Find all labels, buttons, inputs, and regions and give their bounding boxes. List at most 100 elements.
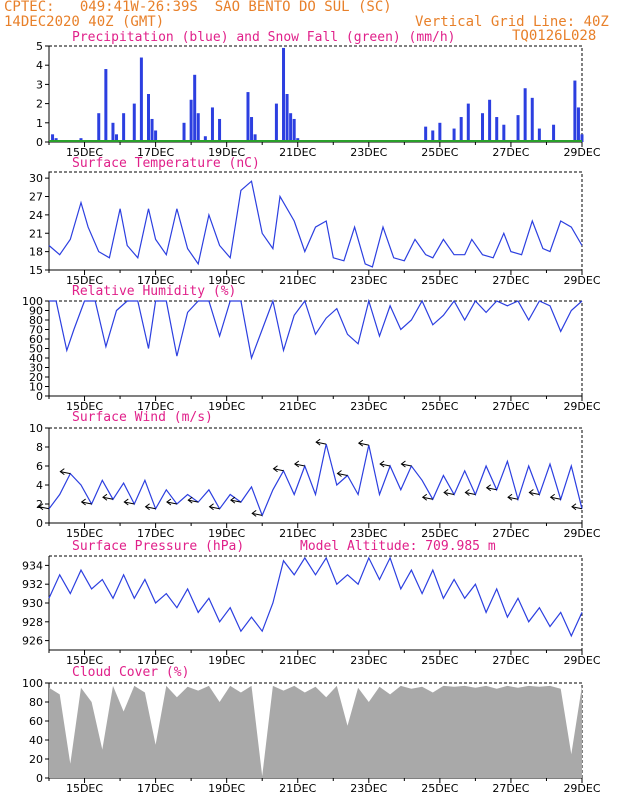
precip-frame	[48, 45, 583, 143]
wind-arrow	[507, 496, 519, 500]
precip-xtick-label: 17DEC	[137, 146, 174, 159]
wind-arrow-head	[400, 460, 406, 468]
wind-arrow	[60, 471, 71, 475]
rh-frame	[48, 300, 583, 397]
wind-arrow	[188, 499, 199, 503]
precip-bar	[537, 128, 541, 142]
wind-arrow	[209, 506, 220, 510]
wind-arrow-head	[357, 439, 364, 447]
pres-ytick-label: 928	[22, 616, 43, 629]
wind-arrow-head	[528, 489, 534, 496]
precip-bar	[154, 130, 158, 142]
wind-xtick-label: 15DEC	[66, 527, 103, 540]
cloud-xtick-label: 23DEC	[350, 782, 387, 795]
precip-bar	[285, 94, 289, 142]
precip-bar	[576, 107, 580, 142]
wind-arrow	[294, 463, 305, 467]
precip-bar	[246, 92, 250, 142]
cloud-ytick-label: 20	[29, 753, 43, 766]
precip-bar	[274, 103, 278, 142]
rh-xtick-label: 27DEC	[492, 400, 529, 413]
header-grid-line: Vertical Grid Line: 40Z	[415, 14, 609, 30]
temp-frame	[48, 171, 583, 271]
rh-xtick-label: 25DEC	[421, 400, 458, 413]
wind-xtick-label: 29DEC	[563, 527, 600, 540]
wind-arrow	[529, 492, 540, 495]
cloud-ytick-label: 60	[29, 715, 43, 728]
wind-chart: 0 2 4 6 8 10 15DEC 17DEC 19DEC 21DEC 23DEC 25DEC 27D…	[29, 422, 601, 540]
wind-arrow-head	[443, 489, 449, 496]
precip-bar	[203, 136, 207, 142]
precip-bar	[253, 134, 257, 142]
precip-bar	[552, 124, 556, 142]
pres-ytick-label: 926	[22, 635, 43, 648]
rh-line	[49, 298, 583, 361]
precip-xtick-label: 23DEC	[350, 146, 387, 159]
pres-ytick-label: 932	[22, 578, 43, 591]
wind-arrow	[401, 463, 412, 467]
wind-arrow	[443, 492, 455, 495]
precip-bar	[51, 134, 55, 142]
cloud-xtick-label: 19DEC	[208, 782, 245, 795]
precip-bar	[289, 113, 293, 142]
cloud-xtick-label: 15DEC	[66, 782, 103, 795]
rh-ytick-label: 30	[29, 362, 43, 375]
precip-ytick-label: 0	[36, 136, 43, 149]
precip-ytick-label: 2	[36, 98, 43, 111]
precip-bar	[466, 103, 470, 142]
pres-xtick-label: 17DEC	[137, 654, 174, 667]
wind-arrow	[252, 512, 263, 516]
wind-arrow	[230, 499, 241, 503]
pres-line	[48, 556, 583, 638]
wind-arrow-head	[102, 493, 108, 501]
cloud-xtick-label: 27DEC	[492, 782, 529, 795]
altitude-label: Model Altitude: 709.985 m	[300, 539, 496, 554]
precip-xtick-label: 21DEC	[279, 146, 316, 159]
cloud-ytick-label: 80	[29, 696, 43, 709]
header-station: CPTEC: 049:41W-26:39S SAO BENTO DO SUL (…	[4, 0, 392, 15]
rh-xtick-label: 19DEC	[208, 400, 245, 413]
precip-bar	[516, 115, 520, 142]
rh-title: Relative Humidity (%)	[72, 284, 237, 299]
wind-arrow	[486, 487, 497, 491]
wind-arrow-head	[187, 496, 193, 504]
temp-xtick-label: 17DEC	[137, 274, 174, 287]
precip-bar	[452, 128, 456, 142]
wind-line	[48, 443, 583, 518]
precip-bar	[580, 134, 584, 142]
wind-ytick-label: 4	[36, 479, 43, 492]
precip-bar	[282, 47, 286, 142]
wind-ytick-label: 8	[36, 441, 43, 454]
rh-ytick-label: 70	[29, 324, 43, 337]
temp-xtick-label: 25DEC	[421, 274, 458, 287]
wind-arrow-head	[507, 493, 513, 501]
rh-ytick-label: 60	[29, 333, 43, 346]
temp-title: Surface Temperature (nC)	[72, 156, 260, 171]
precip-bar	[481, 113, 485, 142]
precip-bar	[97, 113, 101, 142]
wind-arrow-head	[59, 468, 65, 476]
rh-ytick-label: 80	[29, 314, 43, 327]
rh-ytick-label: 20	[29, 371, 43, 384]
wind-xtick-label: 25DEC	[421, 527, 458, 540]
pres-ytick-label: 934	[22, 559, 43, 572]
precip-bar	[189, 99, 193, 142]
precip-bar	[210, 107, 214, 142]
cloud-area	[49, 685, 582, 778]
precip-ytick-label: 3	[36, 78, 43, 91]
wind-arrow-head	[485, 484, 492, 492]
pres-xtick-label: 19DEC	[208, 654, 245, 667]
precip-xtick-label: 15DEC	[66, 146, 103, 159]
rh-ytick-label: 50	[29, 343, 43, 356]
wind-arrow-head	[336, 470, 342, 477]
wind-arrow	[316, 441, 327, 445]
pres-xtick-label: 29DEC	[563, 654, 600, 667]
temp-ytick-label: 24	[29, 209, 43, 222]
temp-ytick-label: 18	[29, 246, 43, 259]
cloud-ytick-label: 40	[29, 734, 43, 747]
cloud-xtick-label: 17DEC	[137, 782, 174, 795]
precip-bar	[115, 134, 119, 142]
pres-xtick-label: 27DEC	[492, 654, 529, 667]
precip-bar	[111, 122, 115, 142]
